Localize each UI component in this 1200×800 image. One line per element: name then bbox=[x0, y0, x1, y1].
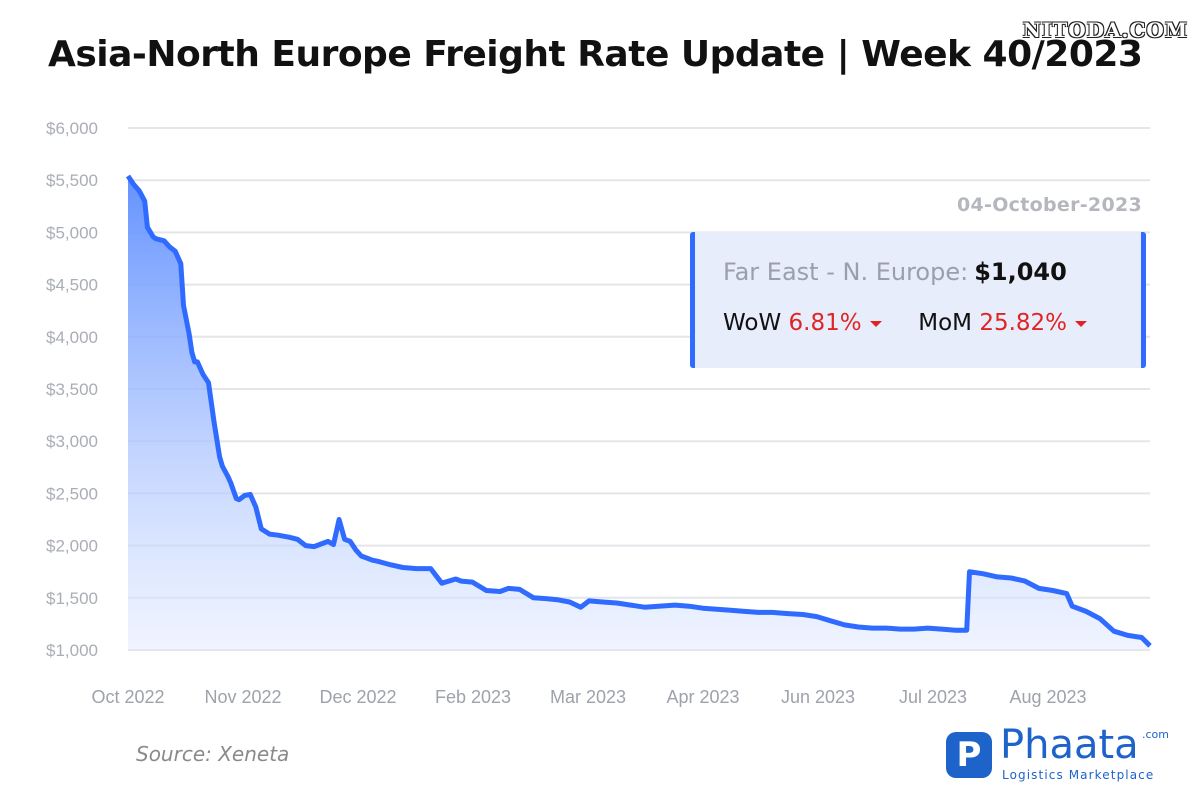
x-tick-label: Aug 2023 bbox=[1009, 687, 1086, 707]
y-tick-label: $1,500 bbox=[46, 589, 98, 608]
x-tick-label: Jun 2023 bbox=[781, 687, 855, 707]
y-tick-label: $1,000 bbox=[46, 641, 98, 660]
watermark: NITODA.COM bbox=[1022, 18, 1188, 42]
x-tick-label: Nov 2022 bbox=[204, 687, 281, 707]
x-tick-label: Mar 2023 bbox=[550, 687, 626, 707]
y-tick-label: $5,000 bbox=[46, 223, 98, 242]
x-tick-label: Dec 2022 bbox=[319, 687, 396, 707]
y-tick-label: $6,000 bbox=[46, 119, 98, 138]
tooltip-row-changes: WoW 6.81% MoM 25.82% bbox=[723, 310, 1088, 336]
x-tick-label: Feb 2023 bbox=[435, 687, 511, 707]
phaata-logo-name: Phaata bbox=[1000, 722, 1139, 768]
tooltip-series-label: Far East - N. Europe: bbox=[723, 258, 969, 286]
y-tick-label: $2,000 bbox=[46, 537, 98, 556]
source-note: Source: Xeneta bbox=[136, 742, 290, 766]
tooltip-date: 04-October-2023 bbox=[957, 194, 1142, 216]
page-title: Asia-North Europe Freight Rate Update | … bbox=[48, 34, 1143, 75]
area-fill bbox=[128, 176, 1150, 650]
x-tick-label: Apr 2023 bbox=[666, 687, 739, 707]
phaata-logo-tagline: Logistics Marketplace bbox=[1002, 768, 1155, 782]
tooltip-value: $1,040 bbox=[974, 258, 1067, 286]
mom-label: MoM bbox=[918, 310, 972, 336]
y-tick-label: $4,000 bbox=[46, 328, 98, 347]
y-tick-label: $3,500 bbox=[46, 380, 98, 399]
phaata-logo-com: .com bbox=[1142, 728, 1169, 741]
wow-label: WoW bbox=[723, 310, 782, 336]
y-tick-label: $5,500 bbox=[46, 171, 98, 190]
wow-down-caret-icon bbox=[869, 320, 882, 327]
wow-value: 6.81% bbox=[788, 310, 862, 336]
mom-value: 25.82% bbox=[979, 310, 1068, 336]
tooltip-row-value: Far East - N. Europe: $1,040 bbox=[723, 258, 1067, 286]
series-line bbox=[125, 174, 1152, 648]
mom-down-caret-icon bbox=[1075, 320, 1088, 327]
tooltip-box: Far East - N. Europe: $1,040 WoW 6.81% Mo… bbox=[690, 232, 1146, 368]
phaata-logo: P Phaata .com Logistics Marketplace bbox=[946, 722, 1176, 784]
y-tick-label: $4,500 bbox=[46, 276, 98, 295]
y-tick-label: $3,000 bbox=[46, 432, 98, 451]
x-tick-label: Jul 2023 bbox=[899, 687, 967, 707]
phaata-logo-mark: P bbox=[946, 732, 992, 778]
y-tick-label: $2,500 bbox=[46, 484, 98, 503]
x-tick-label: Oct 2022 bbox=[91, 687, 164, 707]
